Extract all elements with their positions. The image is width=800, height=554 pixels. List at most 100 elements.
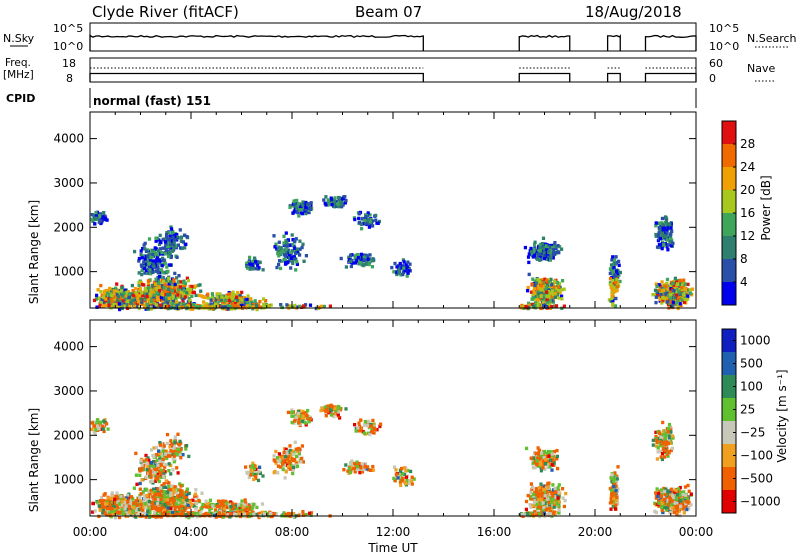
heatmap-cell — [165, 298, 169, 303]
heatmap-cell — [301, 203, 305, 207]
heatmap-cell — [156, 255, 160, 259]
heatmap-cell — [188, 284, 192, 289]
heatmap-cell — [151, 500, 155, 505]
heatmap-cell — [551, 292, 556, 297]
heatmap-cell — [177, 498, 181, 502]
heatmap-cell — [149, 272, 153, 276]
heatmap-cell — [211, 294, 215, 298]
heatmap-cell — [115, 491, 119, 495]
heatmap-cell — [282, 447, 287, 451]
heatmap-cell — [176, 495, 180, 499]
heatmap-cell — [288, 243, 292, 248]
heatmap-cell — [543, 277, 547, 281]
heatmap-cell — [282, 450, 286, 455]
heatmap-cell — [664, 226, 668, 230]
heatmap-cell — [146, 509, 150, 513]
heatmap-cell — [367, 468, 371, 472]
heatmap-cell — [560, 288, 564, 292]
heatmap-cell — [128, 506, 132, 511]
heatmap-cell — [210, 296, 214, 300]
heatmap-cell — [169, 280, 173, 284]
heatmap-cell — [551, 248, 555, 252]
heatmap-cell — [102, 419, 106, 423]
heatmap-cell — [401, 471, 405, 476]
freq-segment — [644, 72, 697, 82]
heatmap-cell — [533, 252, 537, 256]
heatmap-cell — [146, 254, 150, 258]
heatmap-cell — [166, 298, 170, 302]
heatmap-cell — [105, 506, 110, 511]
heatmap-cell — [123, 507, 127, 511]
heatmap-cell — [167, 451, 171, 455]
heatmap-cell — [249, 265, 253, 269]
heatmap-cell — [550, 283, 554, 287]
heatmap-cell — [175, 235, 179, 239]
heatmap-cell — [542, 293, 547, 297]
heatmap-cell — [153, 473, 157, 478]
heatmap-cell — [679, 303, 683, 308]
heatmap-cell — [329, 413, 333, 417]
heatmap-cell — [245, 297, 249, 302]
heatmap-cell — [240, 290, 244, 295]
heatmap-cell — [666, 226, 670, 230]
heatmap-cell — [337, 204, 341, 209]
heatmap-cell — [538, 258, 542, 262]
heatmap-cell — [157, 253, 161, 257]
heatmap-cell — [157, 242, 162, 246]
heatmap-cell — [301, 409, 305, 414]
heatmap-cell — [190, 502, 194, 506]
heatmap-cell — [175, 304, 179, 308]
heatmap-cell — [161, 457, 165, 462]
heatmap-cell — [402, 266, 406, 270]
heatmap-cell — [339, 199, 343, 204]
heatmap-cell — [660, 223, 664, 227]
heatmap-cell — [286, 248, 290, 252]
heatmap-cell — [236, 290, 240, 295]
heatmap-cell — [654, 282, 658, 286]
heatmap-cell — [161, 293, 165, 297]
heatmap-cell — [344, 265, 348, 269]
heatmap-cell — [304, 208, 308, 212]
heatmap-cell — [162, 252, 166, 256]
heatmap-cell — [160, 264, 164, 268]
heatmap-cell — [544, 244, 548, 248]
heatmap-cell — [309, 201, 313, 205]
heatmap-cell — [274, 461, 278, 465]
heatmap-cell — [171, 497, 175, 502]
heatmap-cell — [140, 300, 144, 304]
heatmap-cell — [608, 267, 612, 271]
heatmap-cell — [549, 255, 553, 260]
heatmap-cell — [368, 213, 372, 217]
heatmap-cell — [172, 444, 176, 448]
heatmap-cell — [357, 212, 361, 216]
heatmap-cell — [656, 221, 660, 226]
heatmap-cell — [172, 500, 176, 504]
heatmap-cell — [403, 268, 407, 273]
heatmap-cell — [154, 303, 158, 307]
heatmap-cell — [171, 229, 175, 234]
heatmap-cell — [526, 255, 531, 259]
heatmap-cell — [410, 482, 414, 486]
heatmap-cell — [138, 495, 142, 500]
heatmap-cell — [393, 261, 397, 266]
heatmap-cell — [343, 201, 347, 205]
heatmap-cell — [610, 278, 615, 283]
heatmap-cell — [610, 290, 614, 295]
heatmap-cell — [159, 471, 163, 475]
heatmap-cell — [157, 292, 161, 296]
heatmap-cell — [557, 288, 561, 292]
heatmap-cell — [159, 268, 164, 272]
heatmap-cell — [133, 286, 138, 291]
heatmap-cell — [540, 278, 545, 282]
heatmap-cell — [368, 432, 372, 437]
heatmap-cell — [278, 259, 282, 263]
heatmap-cell — [194, 488, 198, 492]
heatmap-cell — [295, 198, 299, 203]
heatmap-cell — [536, 298, 540, 302]
heatmap-cell — [329, 408, 333, 413]
heatmap-cell — [245, 266, 250, 270]
heatmap-cell — [661, 291, 665, 295]
heatmap-cell — [225, 501, 229, 505]
heatmap-cell — [134, 505, 138, 510]
heatmap-cell — [126, 290, 130, 294]
